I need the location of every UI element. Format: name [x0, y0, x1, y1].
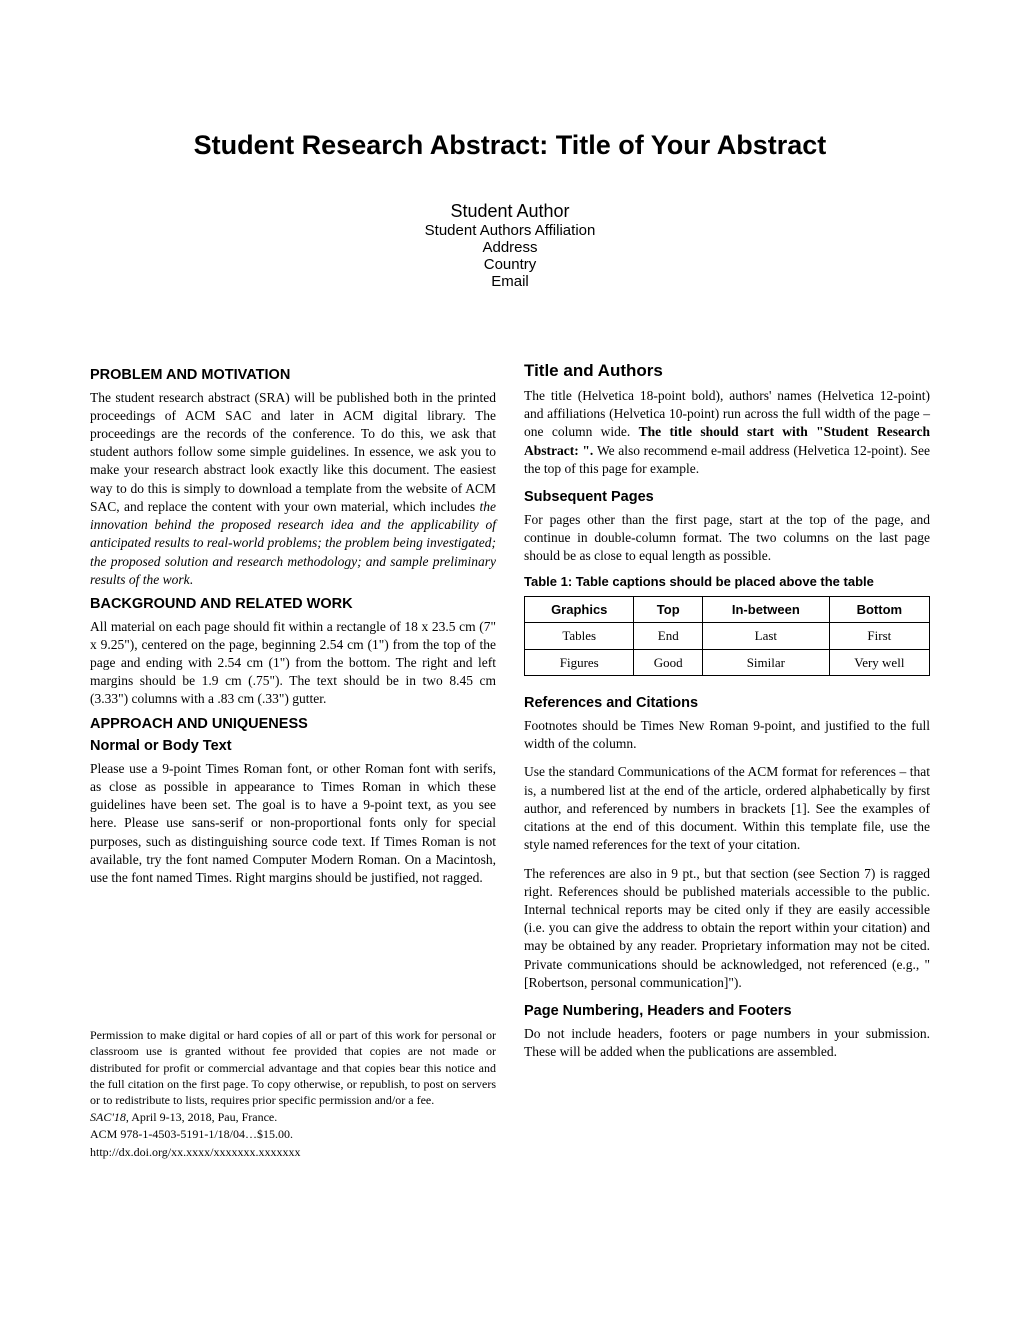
- permission-acm: ACM 978-1-4503-5191-1/18/04…$15.00.: [90, 1126, 496, 1142]
- author-affiliation: Student Authors Affiliation: [90, 222, 930, 239]
- venue-name: SAC'18: [90, 1110, 126, 1124]
- para-subsequent: For pages other than the first page, sta…: [524, 511, 930, 566]
- para-problem-a: The student research abstract (SRA) will…: [90, 390, 496, 514]
- para-problem: The student research abstract (SRA) will…: [90, 389, 496, 589]
- author-block: Student Author Student Authors Affiliati…: [90, 201, 930, 290]
- permission-text: Permission to make digital or hard copie…: [90, 1027, 496, 1108]
- para-pagenum: Do not include headers, footers or page …: [524, 1025, 930, 1061]
- td: First: [829, 623, 929, 650]
- page: Student Research Abstract: Title of Your…: [0, 0, 1020, 1320]
- td: Similar: [702, 649, 829, 676]
- td: Last: [702, 623, 829, 650]
- th: In-between: [702, 596, 829, 623]
- permission-doi: http://dx.doi.org/xx.xxxx/xxxxxxx.xxxxxx…: [90, 1144, 496, 1160]
- heading-title-authors: Title and Authors: [524, 360, 930, 383]
- td: Figures: [525, 649, 634, 676]
- th: Graphics: [525, 596, 634, 623]
- heading-approach: APPROACH AND UNIQUENESS: [90, 715, 496, 735]
- author-name: Student Author: [90, 201, 930, 222]
- example-table: Graphics Top In-between Bottom Tables En…: [524, 596, 930, 677]
- para-title-authors: The title (Helvetica 18-point bold), aut…: [524, 387, 930, 478]
- td: Tables: [525, 623, 634, 650]
- heading-normal: Normal or Body Text: [90, 737, 496, 757]
- para-refs1: Footnotes should be Times New Roman 9-po…: [524, 717, 930, 753]
- table-caption: Table 1: Table captions should be placed…: [524, 573, 930, 591]
- heading-background: BACKGROUND AND RELATED WORK: [90, 595, 496, 615]
- th: Bottom: [829, 596, 929, 623]
- para-normal: Please use a 9-point Times Roman font, o…: [90, 760, 496, 888]
- right-column: Title and Authors The title (Helvetica 1…: [524, 360, 930, 1160]
- table-row: Figures Good Similar Very well: [525, 649, 930, 676]
- venue-rest: , April 9-13, 2018, Pau, France.: [126, 1110, 277, 1124]
- td: Good: [634, 649, 702, 676]
- th: Top: [634, 596, 702, 623]
- td: Very well: [829, 649, 929, 676]
- para-problem-c: .: [190, 572, 193, 587]
- table-row: Tables End Last First: [525, 623, 930, 650]
- heading-references: References and Citations: [524, 694, 930, 714]
- author-country: Country: [90, 256, 930, 273]
- heading-problem: PROBLEM AND MOTIVATION: [90, 366, 496, 386]
- permission-venue: SAC'18, April 9-13, 2018, Pau, France.: [90, 1109, 496, 1125]
- columns: PROBLEM AND MOTIVATION The student resea…: [90, 360, 930, 1160]
- heading-subsequent: Subsequent Pages: [524, 488, 930, 508]
- para-refs3: The references are also in 9 pt., but th…: [524, 865, 930, 993]
- author-address: Address: [90, 239, 930, 256]
- permission-block: Permission to make digital or hard copie…: [90, 1027, 496, 1160]
- para-background: All material on each page should fit wit…: [90, 618, 496, 709]
- paper-title: Student Research Abstract: Title of Your…: [90, 130, 930, 161]
- table-header-row: Graphics Top In-between Bottom: [525, 596, 930, 623]
- heading-pagenum: Page Numbering, Headers and Footers: [524, 1002, 930, 1022]
- para-refs2: Use the standard Communications of the A…: [524, 763, 930, 854]
- td: End: [634, 623, 702, 650]
- left-column: PROBLEM AND MOTIVATION The student resea…: [90, 360, 496, 1160]
- author-email: Email: [90, 273, 930, 290]
